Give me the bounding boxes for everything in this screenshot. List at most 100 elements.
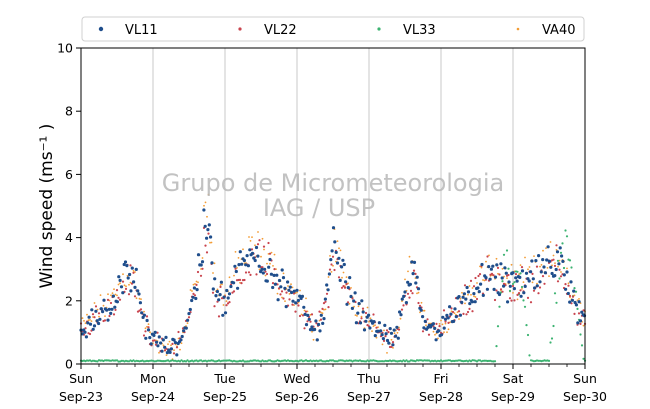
data-point [327,276,330,278]
data-point [566,267,568,270]
data-point [446,316,450,320]
data-point [252,256,256,260]
data-point [129,281,132,284]
data-point [329,258,333,262]
data-point [538,280,542,284]
data-point [519,264,522,266]
legend-frame [81,16,585,42]
data-point [300,294,304,298]
data-point [234,269,238,274]
data-point [541,275,545,278]
data-point [173,349,175,351]
data-point [376,329,380,333]
data-point [97,321,101,326]
data-point [282,272,285,275]
data-point [354,314,357,316]
data-point [342,285,345,288]
y-tick-label: 8 [65,104,73,119]
data-point [495,289,498,292]
data-point [250,248,254,251]
data-point [261,266,264,269]
data-point [86,313,88,316]
data-point [348,276,352,280]
data-point [380,333,384,337]
data-point [399,313,403,317]
data-point [109,301,113,305]
data-point [202,208,206,212]
data-point [144,327,147,330]
data-point [105,308,109,312]
data-point [346,286,350,290]
data-point [207,232,210,235]
data-point [373,334,377,338]
data-point [296,298,300,303]
data-point [323,308,325,311]
data-point [211,287,215,291]
data-point [271,285,275,290]
data-point [233,264,237,268]
data-point [461,291,463,294]
data-point [96,308,99,311]
data-point [285,291,288,294]
data-point [557,262,561,266]
data-point [580,310,584,314]
data-point [125,285,127,288]
data-point [155,340,159,344]
data-point [389,331,394,335]
data-point [582,357,585,360]
data-point [526,296,530,299]
data-point [199,263,203,267]
data-point [477,290,481,294]
x-tick-date: Sep-27 [347,389,391,404]
data-point [398,310,402,314]
data-point [187,312,191,316]
data-point [99,294,102,296]
data-point [248,236,250,238]
data-point [238,278,242,281]
data-point [310,313,314,316]
data-point [461,295,465,299]
data-point [446,331,448,334]
data-point [579,322,582,325]
data-point [439,333,444,337]
data-point [307,317,311,321]
data-point [113,305,117,309]
data-point [364,311,368,315]
data-point [518,273,520,276]
data-point [266,262,268,265]
data-point [323,297,327,301]
data-point [383,323,387,327]
x-tick-date: Sep-29 [491,389,535,404]
data-point [180,334,184,339]
data-point [204,244,207,247]
data-point [450,307,453,310]
data-point [506,277,508,279]
data-point [553,274,557,278]
data-point [357,305,360,308]
data-point [457,310,461,313]
data-point [527,279,531,283]
data-point [507,273,510,277]
data-point [415,275,419,279]
data-point [542,265,546,269]
data-point [574,303,579,307]
data-point [375,326,378,329]
data-point [425,324,427,327]
data-point [572,289,576,293]
data-point [476,286,480,290]
x-tick-day: Fri [434,371,449,386]
data-point [498,273,501,276]
data-point [163,345,167,349]
data-point [542,249,544,252]
data-point [321,312,324,315]
data-point [501,280,504,283]
data-point [507,267,510,270]
data-point [122,273,124,276]
data-point [337,256,341,260]
data-point [504,271,508,275]
data-point [255,273,258,276]
data-point [306,320,309,323]
data-point [158,351,160,354]
data-point [536,282,538,285]
data-point [215,289,219,294]
